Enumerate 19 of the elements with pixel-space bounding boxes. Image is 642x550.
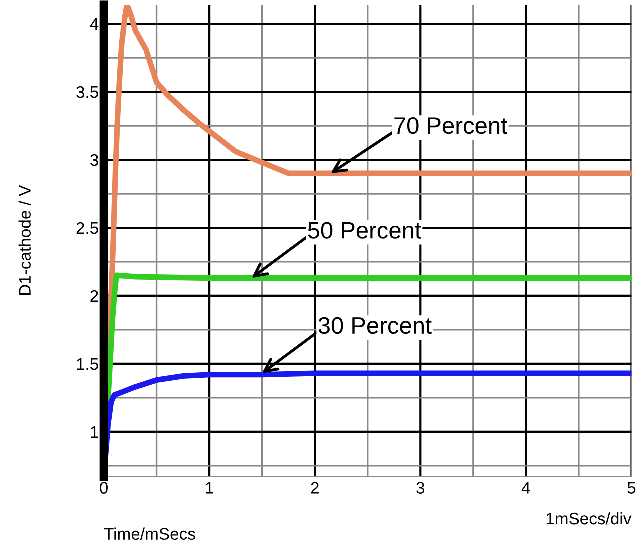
x-tick-label: 1 xyxy=(206,482,214,494)
x-tick-label: 0 xyxy=(100,482,108,494)
text: 1mSecs/div xyxy=(546,512,632,525)
x-tick-label: 2 xyxy=(311,482,319,494)
y-tick-label: 3.5 xyxy=(76,86,98,98)
y-tick-label: 2 xyxy=(90,290,98,302)
x-tick-label: 5 xyxy=(628,482,636,494)
x-tick-label: 4 xyxy=(522,482,530,494)
y-tick-label: 1.5 xyxy=(77,358,98,370)
y-tick-label: 2.5 xyxy=(76,222,98,234)
annotation: 70 Percent xyxy=(394,117,508,134)
y-axis-title: D1-cathode / V xyxy=(18,185,32,296)
annotation: 50 Percent xyxy=(308,222,422,239)
y-tick-label: 4 xyxy=(90,18,99,30)
x-tick-label: 3 xyxy=(416,482,425,494)
x-axis-title: Time/mSecs xyxy=(104,528,196,540)
y-tick-label: 1 xyxy=(91,426,98,438)
annotation: 30 Percent xyxy=(318,317,432,334)
y-tick-label: 3 xyxy=(90,154,98,166)
